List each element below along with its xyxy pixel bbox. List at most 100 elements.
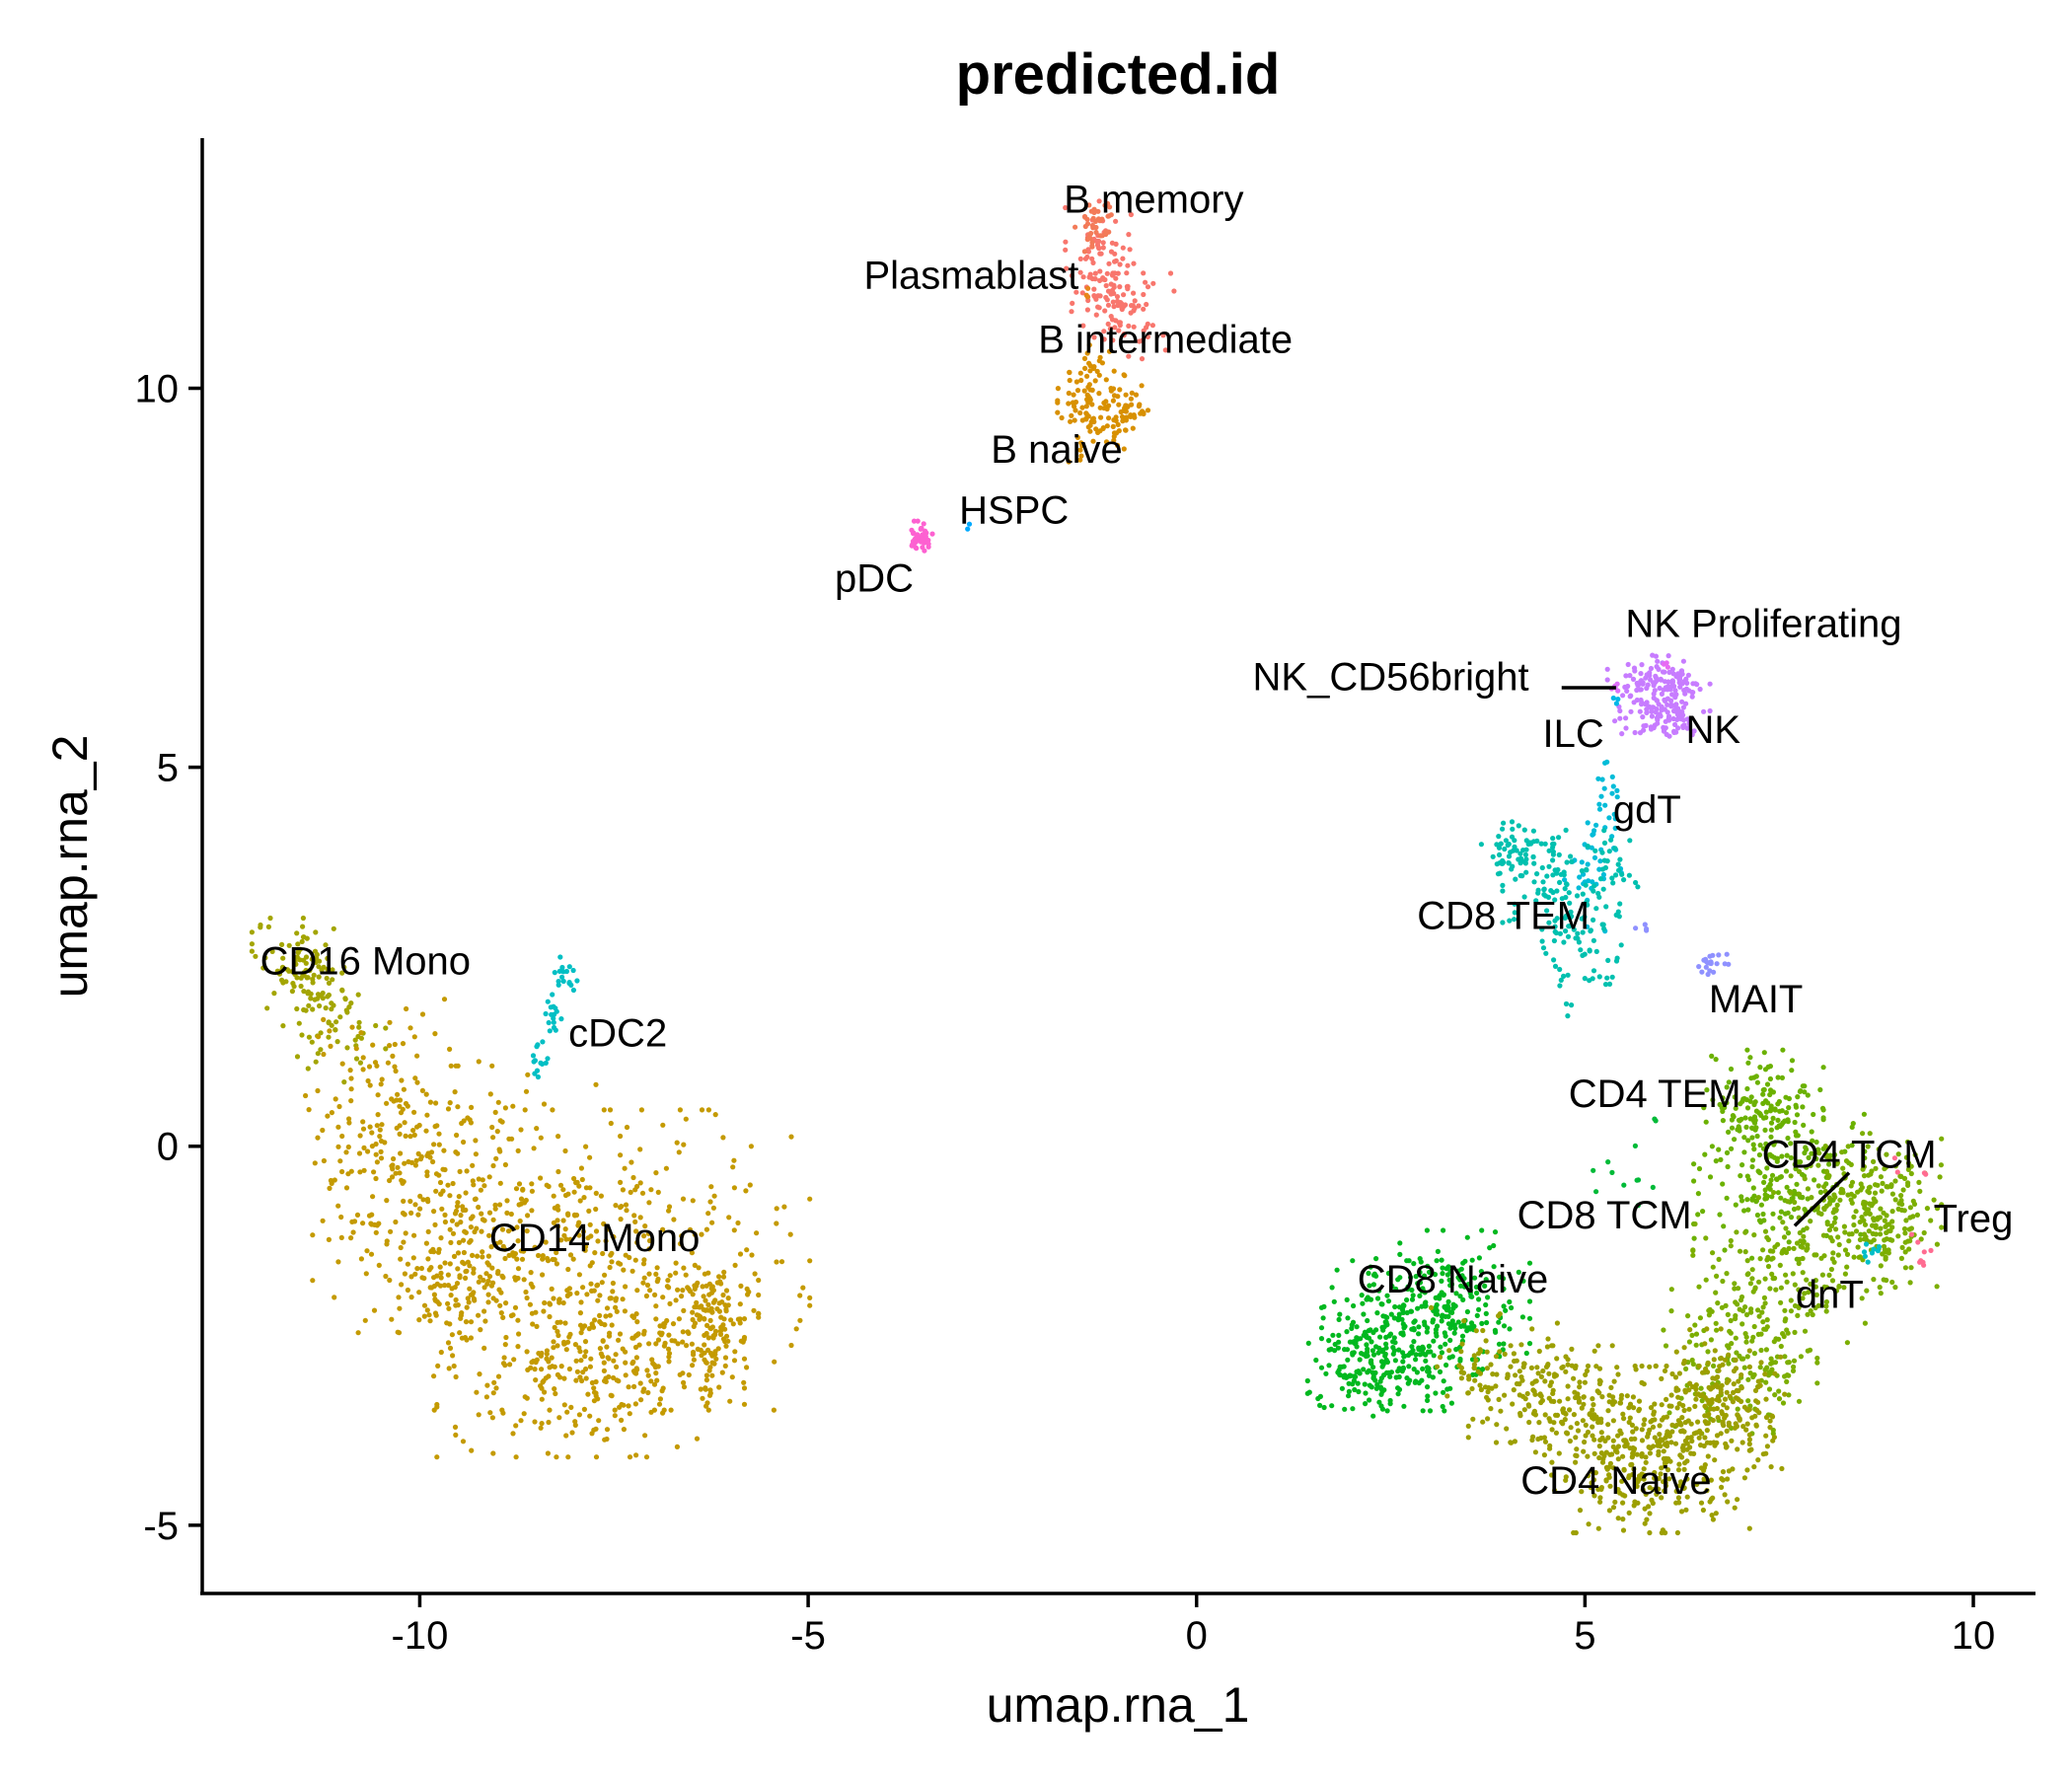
data-point bbox=[553, 1390, 558, 1397]
data-point bbox=[1111, 304, 1117, 310]
data-point bbox=[502, 1255, 508, 1262]
data-point bbox=[1767, 1075, 1773, 1082]
data-point bbox=[618, 1133, 624, 1140]
data-point bbox=[326, 1019, 332, 1025]
data-point bbox=[544, 1356, 550, 1362]
data-point bbox=[264, 1005, 270, 1011]
data-point bbox=[383, 1046, 389, 1052]
data-point bbox=[1569, 914, 1575, 920]
data-point bbox=[751, 1307, 757, 1313]
data-point bbox=[408, 1295, 414, 1300]
data-point bbox=[1867, 1184, 1873, 1190]
data-point bbox=[1408, 1308, 1414, 1314]
data-point bbox=[1612, 816, 1618, 822]
data-point bbox=[489, 1415, 495, 1421]
cluster-label-plasmablast: Plasmablast bbox=[863, 254, 1078, 297]
data-point bbox=[1337, 1311, 1343, 1317]
data-point bbox=[1540, 879, 1546, 885]
data-point bbox=[1768, 1356, 1774, 1362]
data-point bbox=[1098, 251, 1104, 257]
data-point bbox=[564, 1409, 570, 1415]
data-point bbox=[1598, 1486, 1604, 1492]
data-point bbox=[1611, 1378, 1617, 1384]
data-point bbox=[358, 1030, 364, 1036]
data-point bbox=[1749, 1338, 1755, 1344]
data-point bbox=[1661, 661, 1666, 667]
data-point bbox=[1702, 1403, 1708, 1409]
data-point bbox=[1425, 1369, 1431, 1374]
data-point bbox=[653, 1341, 659, 1347]
data-point bbox=[1720, 1411, 1726, 1417]
data-point bbox=[1782, 1211, 1789, 1217]
data-point bbox=[1632, 1143, 1638, 1148]
data-point bbox=[426, 1312, 432, 1318]
data-point bbox=[1806, 1290, 1812, 1295]
data-point bbox=[1704, 1488, 1710, 1494]
data-point bbox=[1712, 1348, 1718, 1354]
data-point bbox=[339, 1168, 345, 1175]
data-point bbox=[1659, 691, 1665, 698]
data-point bbox=[1685, 1418, 1691, 1424]
data-point bbox=[407, 1134, 413, 1140]
data-point bbox=[637, 1215, 643, 1221]
data-point bbox=[1831, 1192, 1837, 1198]
data-point bbox=[1103, 439, 1110, 445]
data-point bbox=[1588, 927, 1593, 933]
data-point bbox=[1555, 866, 1561, 873]
data-point bbox=[452, 1424, 459, 1430]
data-point bbox=[1647, 1511, 1653, 1517]
data-point bbox=[1479, 1320, 1485, 1326]
data-point bbox=[1684, 1441, 1690, 1446]
data-point bbox=[1591, 883, 1597, 889]
data-point bbox=[1849, 1124, 1855, 1130]
data-point bbox=[1709, 1397, 1715, 1403]
data-point bbox=[1693, 1331, 1700, 1337]
data-point bbox=[1529, 1437, 1535, 1443]
data-point bbox=[1573, 1394, 1579, 1401]
data-point bbox=[1396, 1304, 1402, 1310]
data-point bbox=[487, 1410, 493, 1416]
data-point bbox=[1579, 1405, 1585, 1411]
data-point bbox=[1447, 1337, 1453, 1343]
data-point bbox=[1415, 1305, 1421, 1311]
data-point bbox=[589, 1379, 596, 1386]
data-point bbox=[1417, 1293, 1423, 1298]
data-point bbox=[1604, 975, 1610, 981]
data-point bbox=[458, 1312, 464, 1318]
data-point bbox=[643, 1454, 650, 1460]
data-point bbox=[1606, 981, 1613, 988]
data-point bbox=[1574, 1421, 1580, 1427]
data-point bbox=[1859, 1295, 1865, 1301]
data-point bbox=[1758, 1347, 1764, 1354]
data-point bbox=[1735, 1406, 1740, 1412]
data-point bbox=[424, 1196, 430, 1203]
data-point bbox=[597, 1346, 604, 1352]
data-point bbox=[1898, 1255, 1904, 1261]
data-point bbox=[618, 1179, 624, 1185]
data-point bbox=[384, 1100, 390, 1106]
data-point bbox=[582, 1354, 588, 1360]
data-point bbox=[602, 1378, 608, 1384]
data-point bbox=[1905, 1160, 1911, 1166]
data-point bbox=[1794, 1181, 1800, 1187]
data-point bbox=[1676, 1483, 1682, 1489]
data-point bbox=[1838, 1190, 1844, 1196]
data-point bbox=[1331, 1298, 1337, 1304]
data-point bbox=[437, 1179, 444, 1186]
data-point bbox=[1529, 1380, 1535, 1386]
data-point bbox=[1691, 1450, 1697, 1456]
data-point bbox=[1579, 1489, 1585, 1495]
data-point bbox=[1806, 1154, 1812, 1160]
data-point bbox=[1661, 1448, 1666, 1454]
data-point bbox=[1719, 1304, 1725, 1310]
data-point bbox=[1713, 1290, 1719, 1295]
data-point bbox=[1683, 686, 1689, 692]
data-point bbox=[1497, 851, 1503, 858]
data-point bbox=[1373, 1256, 1379, 1262]
data-point bbox=[1761, 1050, 1767, 1056]
data-point bbox=[1461, 1318, 1467, 1324]
data-point bbox=[389, 1163, 395, 1169]
data-point bbox=[1798, 1354, 1804, 1360]
data-point bbox=[1843, 1158, 1850, 1164]
data-point bbox=[640, 1280, 646, 1286]
